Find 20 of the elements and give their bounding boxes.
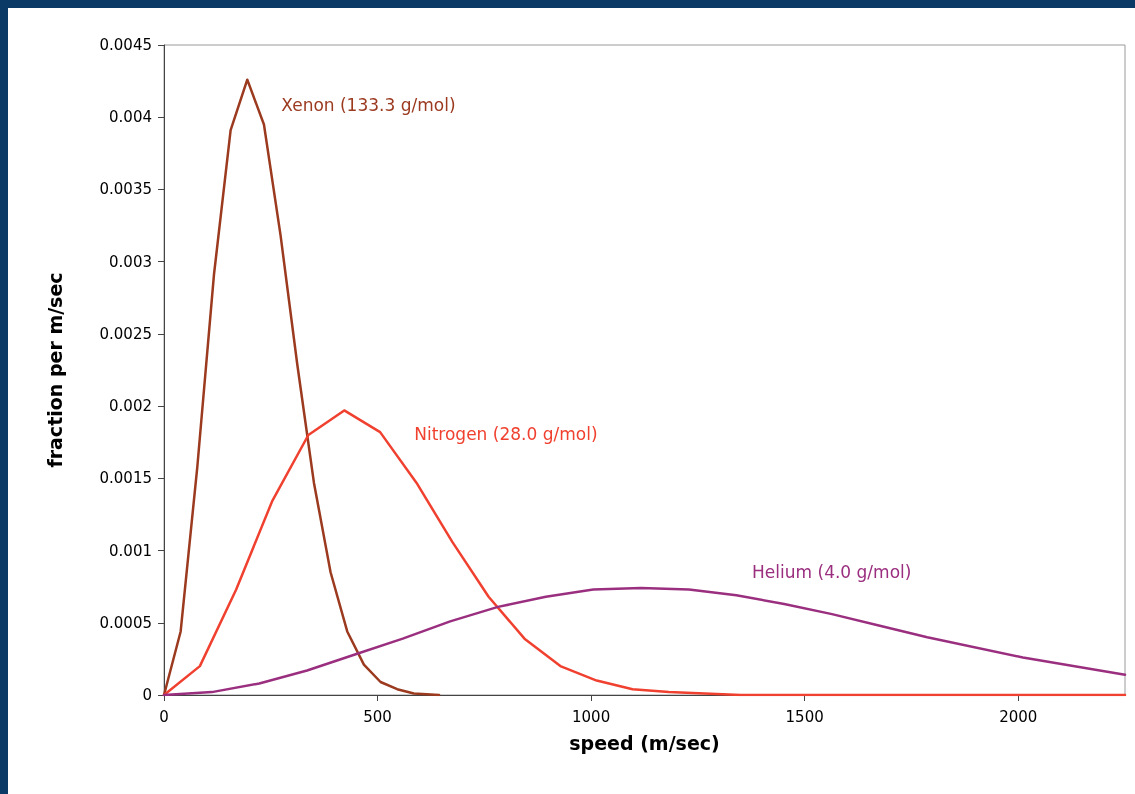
series-label: Xenon (133.3 g/mol) bbox=[281, 94, 456, 115]
y-tick-label: 0.0015 bbox=[99, 469, 152, 488]
y-tick-label: 0.004 bbox=[109, 108, 152, 127]
x-tick-label: 1000 bbox=[572, 707, 611, 726]
x-tick-label: 1500 bbox=[785, 707, 824, 726]
y-tick-label: 0.0035 bbox=[99, 180, 152, 199]
y-axis-title: fraction per m/sec bbox=[43, 272, 66, 468]
x-tick-label: 0 bbox=[159, 707, 169, 726]
y-tick-label: 0.001 bbox=[109, 541, 152, 560]
y-tick-label: 0.0025 bbox=[99, 324, 152, 343]
x-axis-title: speed (m/sec) bbox=[569, 731, 720, 754]
y-tick-label: 0.003 bbox=[109, 252, 152, 271]
y-tick-label: 0.0045 bbox=[99, 36, 152, 54]
y-tick-label: 0.002 bbox=[109, 397, 152, 416]
x-tick-label: 2000 bbox=[999, 707, 1038, 726]
y-tick-label: 0 bbox=[142, 686, 152, 704]
series-label: Helium (4.0 g/mol) bbox=[752, 562, 912, 583]
x-tick-label: 500 bbox=[363, 707, 392, 726]
y-tick-label: 0.0005 bbox=[99, 613, 152, 632]
series-label: Nitrogen (28.0 g/mol) bbox=[414, 424, 598, 445]
